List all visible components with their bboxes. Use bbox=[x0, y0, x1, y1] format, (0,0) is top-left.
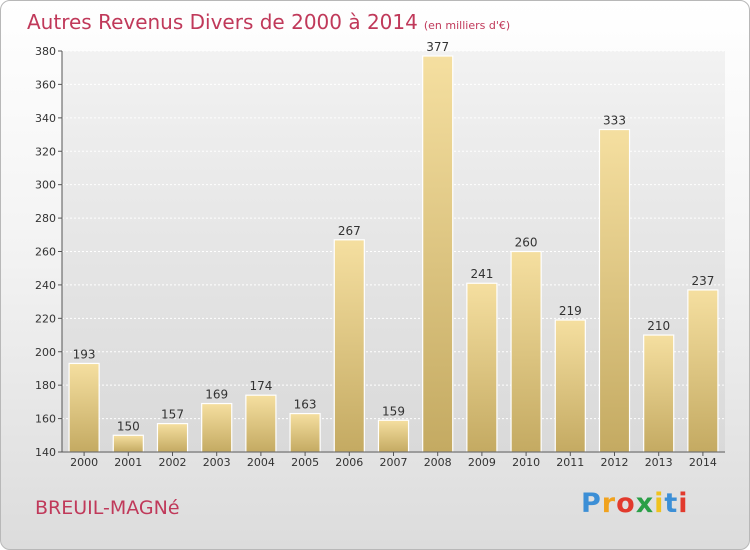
bar-2012 bbox=[598, 128, 631, 453]
x-tick-label: 2011 bbox=[556, 456, 584, 469]
x-tick-label: 2008 bbox=[424, 456, 452, 469]
x-tick-label: 2003 bbox=[203, 456, 231, 469]
x-tick-label: 2000 bbox=[70, 456, 98, 469]
y-tick-label: 200 bbox=[35, 346, 56, 359]
bar-value-label: 241 bbox=[470, 267, 493, 281]
bar-value-label: 377 bbox=[426, 40, 449, 54]
bar-2008 bbox=[422, 55, 454, 453]
bar-value-label: 237 bbox=[691, 274, 714, 288]
bar-2005 bbox=[289, 412, 321, 453]
bar-2013 bbox=[643, 334, 675, 453]
y-tick-label: 380 bbox=[35, 45, 56, 58]
x-tick-label: 2009 bbox=[468, 456, 496, 469]
logo-letter: r bbox=[601, 488, 617, 519]
bar-value-label: 210 bbox=[647, 319, 670, 333]
x-tick-label: 2007 bbox=[380, 456, 408, 469]
chart-title: Autres Revenus Divers de 2000 à 2014 (en … bbox=[27, 10, 510, 34]
x-tick-label: 2001 bbox=[114, 456, 142, 469]
y-tick-label: 280 bbox=[35, 212, 56, 225]
y-axis-tick-labels: 140 160 180 200 220 240 260 280 300 320 340 360 380 bbox=[35, 45, 56, 459]
bar-value-label: 260 bbox=[515, 236, 538, 250]
logo-letter: t bbox=[664, 488, 679, 519]
y-tick-label: 140 bbox=[35, 446, 56, 459]
bar-2000 bbox=[68, 362, 100, 453]
x-tick-label: 2004 bbox=[247, 456, 275, 469]
logo-letter: x bbox=[635, 488, 655, 519]
commune-name: BREUIL-MAGNé bbox=[35, 497, 180, 519]
bar-value-label: 333 bbox=[603, 114, 626, 128]
x-axis-tick-labels: 2000 2001 2002 2003 2004 2005 2006 2007 2008 2009… bbox=[70, 452, 717, 469]
bar-2001 bbox=[112, 434, 144, 453]
bar-value-label: 163 bbox=[294, 398, 317, 412]
bar-value-label: 159 bbox=[382, 404, 405, 418]
x-tick-label: 2002 bbox=[159, 456, 187, 469]
chart-title-main: Autres Revenus Divers de 2000 à 2014 bbox=[27, 10, 418, 34]
bar-value-label: 169 bbox=[205, 388, 228, 402]
logo-letter: i bbox=[678, 488, 689, 519]
bar-2006 bbox=[333, 239, 365, 453]
y-tick-label: 240 bbox=[35, 279, 56, 292]
bar-2004 bbox=[245, 394, 277, 453]
x-tick-label: 2013 bbox=[645, 456, 673, 469]
y-tick-label: 160 bbox=[35, 413, 56, 426]
bar-2002 bbox=[156, 422, 189, 453]
bar-value-label: 174 bbox=[249, 379, 272, 393]
bar-value-label: 193 bbox=[73, 347, 96, 361]
x-tick-label: 2014 bbox=[689, 456, 717, 469]
logo-letter: i bbox=[654, 488, 665, 519]
y-tick-label: 220 bbox=[35, 312, 56, 325]
y-tick-label: 300 bbox=[35, 179, 56, 192]
proxiti-logo[interactable]: Proxiti bbox=[581, 488, 689, 519]
bar-2011 bbox=[554, 319, 586, 453]
x-tick-label: 2012 bbox=[601, 456, 629, 469]
bar-2010 bbox=[510, 250, 542, 453]
bar-2009 bbox=[466, 282, 498, 453]
x-tick-label: 2005 bbox=[291, 456, 319, 469]
bar-value-labels: 193 150 157 169 174 163 267 159 377 241 260 219 333 2… bbox=[73, 40, 715, 433]
bar-value-label: 157 bbox=[161, 408, 184, 422]
y-tick-label: 180 bbox=[35, 379, 56, 392]
bar-2014 bbox=[687, 289, 719, 453]
chart-title-unit: (en milliers d'€) bbox=[423, 19, 511, 32]
bar-2007 bbox=[377, 419, 410, 453]
bar-value-label: 267 bbox=[338, 224, 361, 238]
y-tick-label: 360 bbox=[35, 78, 56, 91]
bar-value-label: 219 bbox=[559, 304, 582, 318]
bar-2003 bbox=[201, 402, 233, 453]
bar-value-label: 150 bbox=[117, 419, 140, 433]
logo-letter: P bbox=[581, 488, 602, 519]
bars bbox=[68, 55, 719, 453]
y-tick-label: 260 bbox=[35, 246, 56, 259]
x-tick-label: 2010 bbox=[512, 456, 540, 469]
logo-letter: o bbox=[616, 488, 636, 519]
x-tick-label: 2006 bbox=[335, 456, 363, 469]
y-tick-label: 320 bbox=[35, 145, 56, 158]
y-tick-label: 340 bbox=[35, 112, 56, 125]
